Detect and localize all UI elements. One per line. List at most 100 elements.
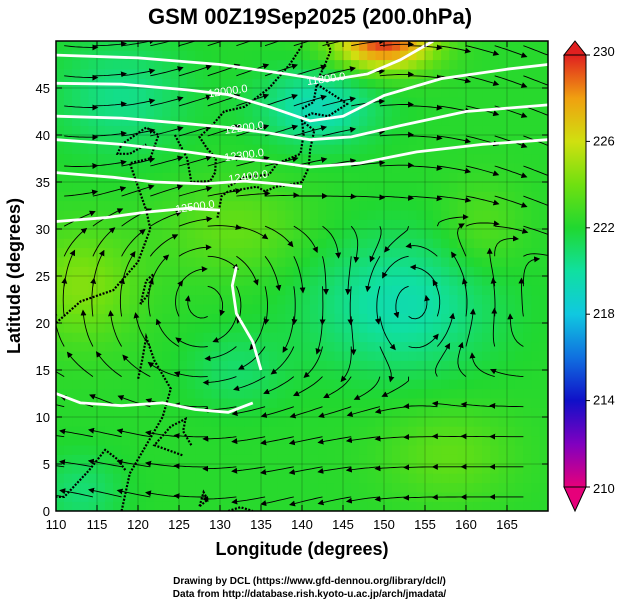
streamline [319,286,326,326]
temperature-cell [63,228,73,239]
temperature-cell [154,303,163,314]
temperature-cell [162,68,172,79]
temperature-cell [178,397,188,408]
streamline [265,192,300,199]
temperature-cell [473,379,483,390]
temperature-cell [277,388,286,399]
temperature-cell [424,106,434,117]
temperature-cell [96,162,106,173]
temperature-cell [137,172,147,183]
temperature-cell [219,134,229,145]
temperature-cell [121,144,131,155]
temperature-cell [408,256,418,267]
temperature-cell [236,360,245,371]
temperature-cell [63,303,73,314]
temperature-cell [162,313,172,324]
temperature-cell [236,209,245,220]
streamline [382,255,409,279]
temperature-cell [268,209,278,220]
temperature-cell [227,181,237,192]
temperature-cell [56,97,65,108]
temperature-cell [186,191,196,202]
temperature-cell [326,238,336,249]
temperature-cell [432,482,442,493]
temperature-cell [285,416,295,427]
temperature-cell [268,59,278,70]
temperature-cell [326,285,336,296]
temperature-cell [227,332,237,343]
temperature-cell [211,388,221,399]
temperature-cell [88,200,98,211]
temperature-cell [400,388,409,399]
temperature-cell [211,238,221,249]
temperature-cell [482,134,491,145]
temperature-cell [441,247,450,258]
temperature-cell [506,379,516,390]
temperature-cell [227,97,237,108]
temperature-cell [465,426,475,437]
temperature-cell [137,228,147,239]
temperature-cell [277,285,286,296]
temperature-cell [211,97,221,108]
temperature-cell [219,294,229,305]
temperature-cell [457,482,467,493]
temperature-cell [350,247,360,258]
streamline [150,96,184,107]
temperature-cell [367,388,377,399]
temperature-cell [104,200,114,211]
temperature-cell [424,501,434,511]
temperature-cell [309,59,319,70]
temperature-cell [391,332,401,343]
temperature-cell [113,369,122,380]
temperature-cell [195,482,204,493]
temperature-cell [498,369,508,380]
temperature-cell [236,228,245,239]
temperature-cell [408,162,418,173]
temperature-cell [473,275,483,286]
temperature-cell [457,303,467,314]
temperature-cell [490,228,500,239]
temperature-cell [186,463,196,474]
temperature-cell [342,491,352,502]
temperature-cell [252,285,262,296]
temperature-cell [531,191,541,202]
temperature-cell [465,97,475,108]
temperature-cell [145,266,155,277]
temperature-cell [383,416,393,427]
temperature-cell [498,350,508,361]
temperature-cell [80,275,90,286]
temperature-cell [334,454,344,465]
temperature-cell [260,68,270,79]
temperature-cell [539,219,548,230]
temperature-cell [244,416,254,427]
temperature-cell [506,332,516,343]
temperature-cell [186,341,196,352]
temperature-cell [277,435,286,446]
temperature-cell [465,172,475,183]
temperature-cell [211,426,221,437]
temperature-cell [498,463,508,474]
temperature-cell [162,444,172,455]
temperature-cell [408,134,418,145]
temperature-cell [72,332,81,343]
temperature-cell [186,416,196,427]
temperature-cell [301,397,311,408]
temperature-cell [252,332,262,343]
temperature-cell [416,144,426,155]
temperature-cell [523,407,532,418]
temperature-cell [424,379,434,390]
temperature-cell [170,134,180,145]
temperature-cell [482,341,491,352]
temperature-cell [80,41,90,51]
temperature-cell [285,115,295,126]
temperature-cell [457,209,467,220]
temperature-cell [400,322,409,333]
temperature-cell [539,181,548,192]
temperature-cell [424,97,434,108]
temperature-cell [531,228,541,239]
temperature-cell [531,416,541,427]
temperature-cell [56,332,65,343]
temperature-cell [449,332,459,343]
temperature-cell [424,407,434,418]
temperature-cell [482,407,491,418]
